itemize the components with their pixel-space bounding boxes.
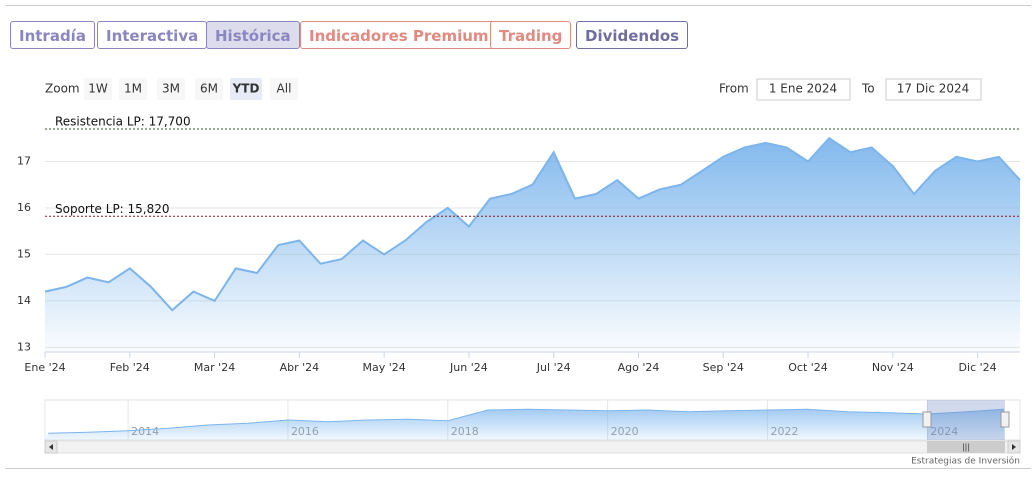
y-tick-label: 17 <box>17 154 31 167</box>
navigator-handle[interactable] <box>1000 411 1010 428</box>
x-tick-label: Mar '24 <box>194 361 235 374</box>
y-tick-label: 15 <box>17 247 31 260</box>
reference-label: Resistencia LP: 17,700 <box>55 114 191 128</box>
y-tick-label: 13 <box>17 340 31 353</box>
zoom-button-label[interactable]: YTD <box>232 82 260 96</box>
credit: Estrategias de Inversión <box>911 456 1020 467</box>
x-tick-label: Ago '24 <box>618 361 660 374</box>
x-tick-label: Feb '24 <box>110 361 150 374</box>
area <box>45 138 1020 352</box>
x-tick-label: May '24 <box>362 361 405 374</box>
scroll-thumb[interactable] <box>927 441 1005 453</box>
to-input[interactable] <box>885 78 982 101</box>
scrollbar-track[interactable] <box>44 440 1021 454</box>
navigator-selection[interactable] <box>927 400 1005 440</box>
navigator-area <box>45 409 1005 440</box>
arrow-left <box>49 444 53 450</box>
x-tick-label: Nov '24 <box>872 361 914 374</box>
tab[interactable]: Interactiva <box>97 21 208 49</box>
zoom-button[interactable] <box>84 78 112 100</box>
zoom-label: Zoom <box>45 82 80 96</box>
x-tick-label: Sep '24 <box>703 361 744 374</box>
navigator-handle[interactable] <box>922 411 932 428</box>
navigator-line <box>48 408 1005 434</box>
zoom-button[interactable] <box>157 78 185 100</box>
zoom-button[interactable] <box>195 78 223 100</box>
to-value[interactable]: 17 Dic 2024 <box>897 82 970 96</box>
arrow-right <box>1012 444 1016 450</box>
zoom-button-label[interactable]: All <box>277 82 292 96</box>
x-tick-label: Ene '24 <box>24 361 65 374</box>
tab[interactable]: Trading <box>490 21 572 49</box>
divider <box>5 468 1031 469</box>
tab[interactable]: Dividendos <box>576 21 689 49</box>
x-tick-label: Oct '24 <box>788 361 828 374</box>
from-value[interactable]: 1 Ene 2024 <box>769 82 837 96</box>
zoom-button-label[interactable]: 6M <box>200 82 218 96</box>
from-input[interactable] <box>756 78 851 101</box>
y-tick-label: 14 <box>17 294 31 307</box>
zoom-button[interactable] <box>119 78 147 100</box>
divider <box>5 5 1031 6</box>
to-label: To <box>861 82 875 96</box>
x-tick-label: Abr '24 <box>280 361 320 374</box>
tab[interactable]: Histórica <box>206 21 300 49</box>
tab[interactable]: Indicadores Premium <box>300 21 498 49</box>
thumb-grip: ||| <box>962 443 970 452</box>
zoom-button-label[interactable]: 1M <box>124 82 142 96</box>
zoom-button[interactable] <box>270 78 298 100</box>
zoom-button[interactable] <box>230 78 262 100</box>
from-label: From <box>719 82 749 96</box>
zoom-button-label[interactable]: 1W <box>88 82 108 96</box>
reference-label: Soporte LP: 15,820 <box>55 202 170 216</box>
y-tick-label: 16 <box>17 201 31 214</box>
tab[interactable]: Intradía <box>10 21 95 49</box>
x-tick-label: Jul '24 <box>536 361 571 374</box>
zoom-button-label[interactable]: 3M <box>162 82 180 96</box>
x-tick-label: Dic '24 <box>959 361 997 374</box>
x-tick-label: Jun '24 <box>449 361 488 374</box>
line <box>44 136 1021 312</box>
